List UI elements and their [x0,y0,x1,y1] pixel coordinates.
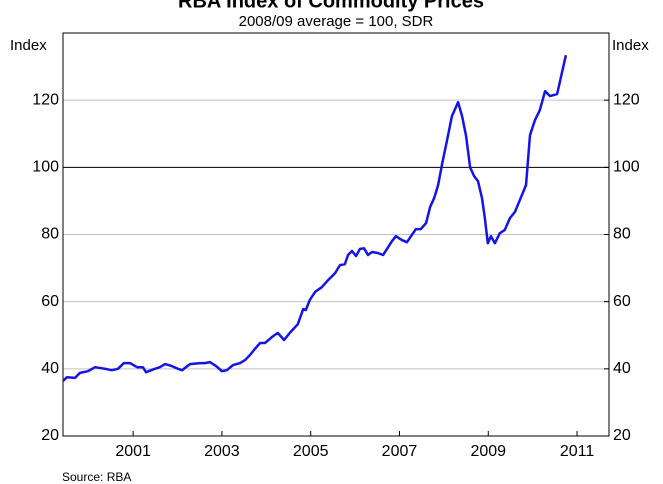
y2-tick-label: 100 [613,159,640,176]
y-tick-label: 60 [41,293,59,310]
x-tick-label: 2003 [204,443,240,460]
y-tick-label: 20 [41,427,59,444]
y2-tick-label: 20 [613,427,631,444]
x-tick-label: 2007 [382,443,418,460]
y-tick-label: 80 [41,226,59,243]
source-note: Source: RBA [62,470,131,484]
y-tick-label: 100 [32,159,59,176]
y2-tick-label: 120 [613,91,640,108]
chart-title: RBA Index of Commodity Prices [178,0,484,12]
x-tick-label: 2011 [560,443,595,460]
x-tick-label: 2005 [293,443,329,460]
y2-tick-label: 40 [613,360,631,377]
y-tick-label: 40 [41,360,59,377]
y-tick-label: 120 [32,91,59,108]
y2-tick-label: 80 [613,226,631,243]
plot-border [62,32,610,437]
y2-tick-label: 60 [613,293,631,310]
y2-axis-label: Index [612,37,649,54]
data-line [62,54,568,382]
y-axis-label: Index [10,37,47,54]
x-tick-label: 2009 [470,443,506,460]
x-tick-label: 2001 [115,443,151,460]
chart-subtitle: 2008/09 average = 100, SDR [239,13,434,30]
